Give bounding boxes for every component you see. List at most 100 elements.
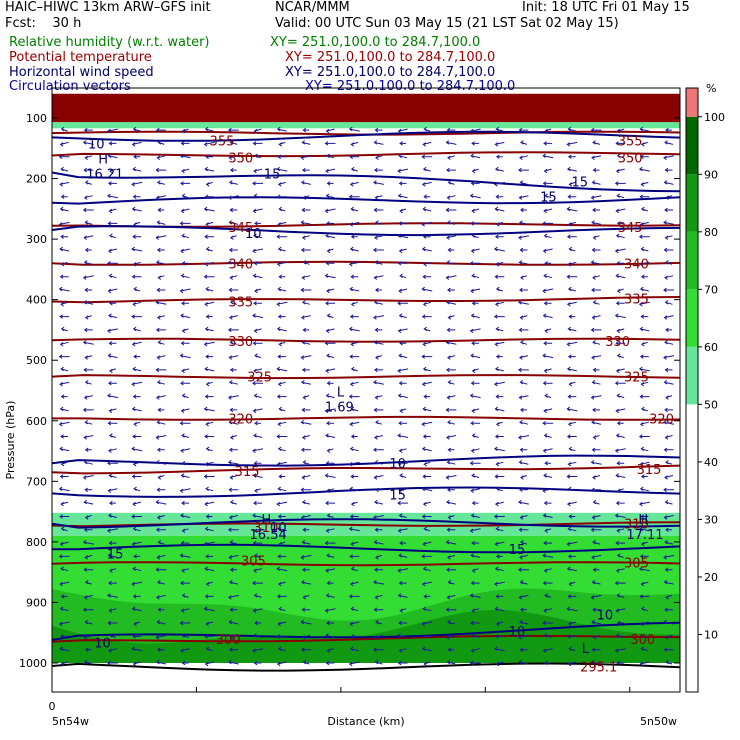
- vector-arrow: [155, 167, 167, 173]
- vector-arrow: [373, 407, 384, 413]
- y-tick-label: 800: [26, 536, 47, 549]
- vector-arrow: [445, 539, 457, 545]
- colorbar-tick-label: 60: [704, 341, 718, 354]
- vector-arrow: [374, 167, 383, 173]
- vector-arrow: [278, 406, 286, 412]
- vector-arrow: [157, 539, 165, 545]
- vector-arrow: [519, 379, 528, 385]
- vector-arrow: [663, 579, 674, 585]
- vector-arrow: [567, 421, 576, 427]
- vector-arrow: [421, 554, 433, 559]
- vector-arrow: [325, 193, 335, 199]
- vector-arrow: [227, 459, 239, 465]
- vector-arrow: [205, 181, 213, 187]
- vector-arrow: [84, 155, 93, 161]
- vector-arrow: [276, 194, 287, 199]
- vector-arrow: [157, 607, 165, 612]
- vector-arrow: [229, 300, 237, 305]
- vector-arrow: [278, 274, 286, 279]
- field-name-theta: Potential temperature: [9, 50, 152, 65]
- vector-arrow: [447, 379, 455, 385]
- vector-arrow: [398, 448, 407, 454]
- vector-arrow: [326, 420, 334, 426]
- vector-arrow: [84, 447, 92, 453]
- vector-arrow: [254, 153, 262, 159]
- vector-arrow: [616, 153, 624, 159]
- vector-arrow: [277, 554, 287, 559]
- vector-arrow: [60, 126, 68, 132]
- vector-arrow: [84, 287, 93, 293]
- vector-arrow: [590, 594, 602, 600]
- vector-arrow: [326, 580, 334, 586]
- vector-arrow: [421, 381, 432, 387]
- vector-arrow: [60, 526, 68, 532]
- vector-arrow: [421, 181, 432, 187]
- vector-arrow: [470, 580, 480, 586]
- vector-arrow: [640, 406, 648, 412]
- vector-arrow: [324, 208, 336, 214]
- vector-arrow: [493, 314, 505, 319]
- vector-arrow: [325, 233, 336, 239]
- vector-arrow: [156, 647, 165, 652]
- vector-arrow: [108, 181, 117, 186]
- vector-arrow: [542, 488, 554, 494]
- vector-arrow: [398, 648, 407, 653]
- vector-arrow: [567, 394, 577, 399]
- vector-arrow: [421, 286, 433, 292]
- vector-arrow: [229, 499, 237, 505]
- vector-arrow: [205, 446, 213, 452]
- wind-contour-7: [52, 543, 681, 554]
- vector-arrow: [446, 634, 457, 640]
- vector-arrow: [615, 208, 626, 214]
- vector-arrow: [638, 566, 650, 572]
- vector-arrow: [495, 526, 504, 532]
- vector-arrow: [107, 153, 118, 159]
- vector-arrow: [471, 301, 479, 306]
- vector-arrow: [398, 221, 408, 226]
- vector-arrow: [229, 567, 237, 572]
- vector-arrow: [495, 221, 503, 227]
- vector-arrow: [109, 168, 117, 174]
- vector-arrow: [350, 501, 358, 507]
- vector-arrow: [254, 620, 261, 626]
- theta-contour-305: [51, 561, 681, 567]
- vector-arrow: [324, 141, 336, 146]
- vector-arrow: [422, 474, 432, 479]
- vector-arrow: [204, 126, 214, 132]
- vector-arrow: [253, 633, 263, 638]
- vector-arrow: [664, 607, 673, 612]
- vector-arrow: [60, 566, 69, 572]
- vector-arrow: [568, 581, 576, 587]
- vector-arrow: [229, 367, 237, 373]
- vector-arrow: [423, 126, 431, 132]
- vector-arrow: [519, 447, 528, 453]
- vector-arrow: [205, 154, 214, 160]
- vector-arrow: [566, 406, 578, 412]
- vector-arrow: [326, 313, 334, 319]
- vector-arrow: [422, 301, 431, 307]
- vector-arrow: [469, 193, 481, 199]
- wind-contour-5: [51, 486, 681, 498]
- vector-arrow: [567, 486, 576, 492]
- vector-arrow: [227, 260, 239, 265]
- y-tick-label: 600: [26, 415, 47, 428]
- vector-arrow: [374, 594, 383, 600]
- vector-arrow: [543, 568, 552, 573]
- vector-arrow: [471, 433, 479, 438]
- vector-arrow: [227, 327, 239, 333]
- vector-arrow: [445, 407, 457, 413]
- vector-arrow: [493, 246, 505, 252]
- vector-arrow: [542, 620, 554, 626]
- vector-arrow: [204, 434, 215, 439]
- vector-arrow: [616, 393, 625, 399]
- vector-arrow: [276, 166, 288, 172]
- vector-arrow: [447, 247, 455, 253]
- vector-arrow: [60, 661, 68, 667]
- vector-arrow: [300, 419, 312, 425]
- vector-arrow: [447, 355, 456, 360]
- vector-arrow: [518, 327, 529, 333]
- vector-arrow: [495, 486, 503, 492]
- vector-arrow: [591, 355, 602, 360]
- forecast-hour: Fcst: 30 h: [5, 16, 82, 31]
- vector-arrow: [276, 661, 287, 667]
